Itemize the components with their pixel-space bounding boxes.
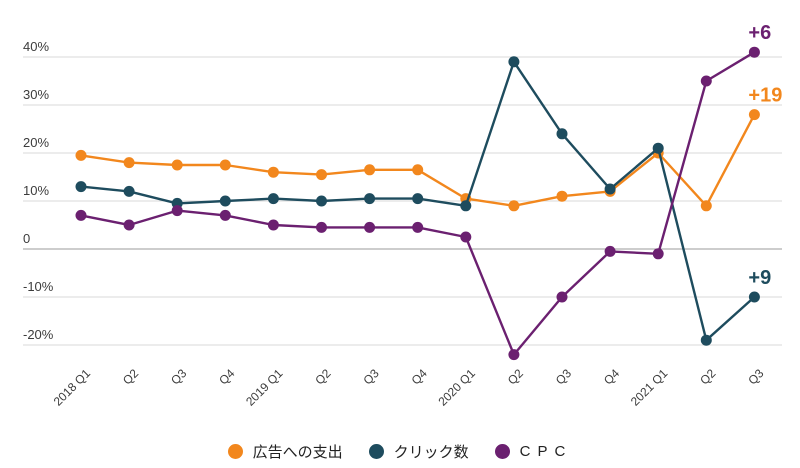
series-line <box>79 113 756 208</box>
y-axis-labels: 40% 30% 20% 10% 0 -10% -20% <box>23 39 54 342</box>
legend-label-ad-spend: 広告への支出 <box>252 444 343 461</box>
legend-item-cpc[interactable]: CPC <box>494 443 573 460</box>
data-point <box>652 248 664 260</box>
data-point <box>316 221 327 233</box>
data-point <box>219 159 231 171</box>
data-point <box>171 159 183 171</box>
x-tick-label: Q4 <box>216 366 237 387</box>
data-point <box>700 334 712 346</box>
y-tick-label: 20% <box>23 135 49 150</box>
data-point <box>556 128 568 140</box>
data-point <box>748 46 760 58</box>
gridlines <box>23 56 782 346</box>
data-point <box>700 200 712 212</box>
data-point <box>75 209 87 221</box>
legend-dot-clicks-icon <box>368 444 384 459</box>
y-tick-label: -20% <box>23 327 54 342</box>
data-point <box>316 195 327 207</box>
data-point <box>508 200 520 212</box>
x-tick-label: 2020 Q1 <box>435 366 478 409</box>
data-point <box>219 195 231 207</box>
legend-label-clicks: クリック数 <box>393 444 469 461</box>
x-tick-label: Q2 <box>697 366 718 387</box>
legend-dot-ad-spend-icon <box>227 444 243 459</box>
x-tick-label: Q3 <box>168 366 189 387</box>
x-tick-label: Q4 <box>409 366 430 387</box>
data-point <box>75 181 87 193</box>
data-point <box>219 209 231 221</box>
x-tick-label: Q3 <box>553 366 574 387</box>
data-point <box>412 164 424 176</box>
data-point <box>508 56 520 68</box>
data-point <box>460 200 472 212</box>
series-end-label: +9 <box>748 267 771 289</box>
x-tick-label: 2019 Q1 <box>243 366 286 409</box>
data-point <box>364 164 376 176</box>
data-point <box>604 183 616 195</box>
data-point <box>267 166 279 178</box>
data-point <box>508 349 520 361</box>
x-tick-label: 2018 Q1 <box>51 366 94 409</box>
data-point <box>748 109 760 121</box>
data-point <box>652 142 664 154</box>
y-tick-label: 30% <box>23 87 49 102</box>
x-tick-label: Q3 <box>360 366 381 387</box>
x-tick-label: Q2 <box>505 366 526 387</box>
data-point <box>556 190 568 202</box>
data-point <box>123 219 135 231</box>
x-axis-labels: 2018 Q1 Q2 Q3 Q4 2019 Q1 Q2 Q3 Q4 2020 Q1 Q2 Q3 Q4 2… <box>51 366 767 409</box>
data-point <box>364 193 376 205</box>
legend-label-cpc: CPC <box>519 443 573 460</box>
legend-dot-cpc-icon <box>494 444 510 459</box>
data-point <box>75 149 87 161</box>
data-point <box>412 193 424 205</box>
x-tick-label: Q2 <box>120 366 141 387</box>
x-tick-label: Q2 <box>312 366 333 387</box>
y-tick-label: 0 <box>23 231 30 246</box>
data-point <box>604 245 616 257</box>
data-point <box>123 157 135 169</box>
data-point <box>267 193 279 205</box>
series-2: +6 <box>75 22 771 361</box>
data-point <box>123 185 135 197</box>
legend-item-clicks[interactable]: クリック数 <box>368 441 469 462</box>
x-tick-label: 2021 Q1 <box>628 366 671 409</box>
legend-item-ad-spend[interactable]: 広告への支出 <box>227 441 343 462</box>
chart-legend: 広告への支出 クリック数 CPC <box>0 441 800 462</box>
data-point <box>556 291 568 303</box>
y-tick-label: 40% <box>23 39 49 54</box>
x-tick-label: Q3 <box>745 366 766 387</box>
data-point <box>316 169 327 181</box>
data-point <box>267 219 279 231</box>
y-tick-label: 10% <box>23 183 49 198</box>
x-tick-label: Q4 <box>601 366 622 387</box>
data-point <box>171 205 183 217</box>
y-tick-label: -10% <box>23 279 54 294</box>
series-end-label: +19 <box>748 85 782 107</box>
data-point <box>748 291 760 303</box>
data-point <box>412 221 424 233</box>
series-end-label: +6 <box>748 22 771 44</box>
data-point <box>700 75 712 87</box>
data-point <box>364 221 376 233</box>
data-point <box>460 231 472 243</box>
